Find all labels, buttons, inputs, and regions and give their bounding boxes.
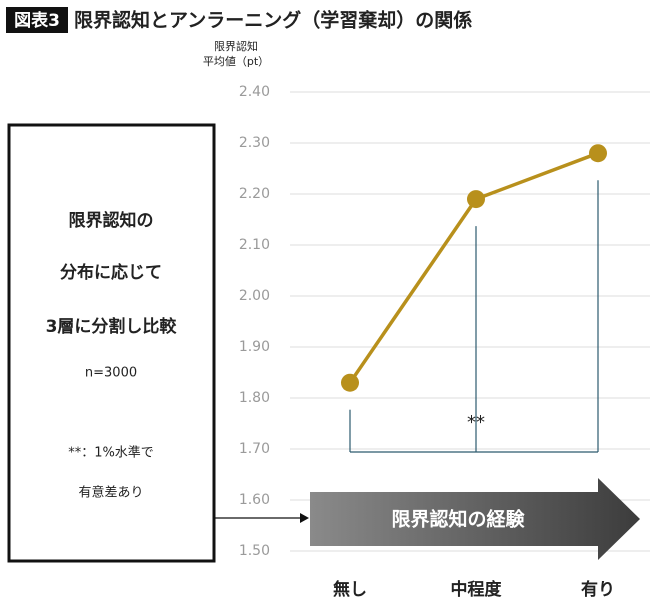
x-tick-label: 無し (333, 579, 367, 600)
note: 有意差あり (78, 485, 143, 501)
arrow-label: 限界認知の経験 (391, 508, 525, 531)
note: **：1%水準で (68, 445, 154, 461)
title-badge (6, 7, 68, 33)
title-label: 図表3 (14, 10, 60, 31)
y-tick-label: 2.20 (239, 186, 270, 202)
series-line (348, 151, 599, 384)
y-tick-label: 2.30 (239, 135, 270, 151)
info-box (7, 123, 216, 563)
y-tick-label: 1.90 (239, 339, 270, 355)
box-text: 限界認知の (69, 210, 154, 231)
y-tick-label: 1.60 (239, 492, 270, 508)
data-point (589, 144, 607, 163)
y-tick-label: 1.50 (239, 543, 270, 559)
y-tick-label: 2.00 (239, 288, 270, 304)
y-axis-label: 限界認知 (214, 39, 258, 53)
connector-head (300, 513, 309, 523)
chart-title: 限界認知とアンラーニング（学習棄却）の関係 (74, 9, 472, 32)
x-tick-label: 有り (581, 579, 615, 600)
significance-marker: ** (467, 412, 485, 433)
y-axis-label: 平均値（pt） (203, 55, 269, 68)
x-tick-label: 中程度 (451, 579, 503, 600)
data-point (341, 373, 359, 392)
y-tick-label: 2.40 (239, 84, 270, 100)
y-tick-label: 1.80 (239, 390, 270, 406)
data-point (467, 190, 485, 209)
box-text: 分布に応じて (60, 262, 162, 283)
y-tick-label: 1.70 (239, 441, 270, 457)
y-tick-label: 2.10 (239, 237, 270, 253)
sample-size: n=3000 (85, 366, 137, 381)
experience-arrow (310, 478, 640, 560)
box-text: 3層に分割し比較 (46, 316, 178, 337)
